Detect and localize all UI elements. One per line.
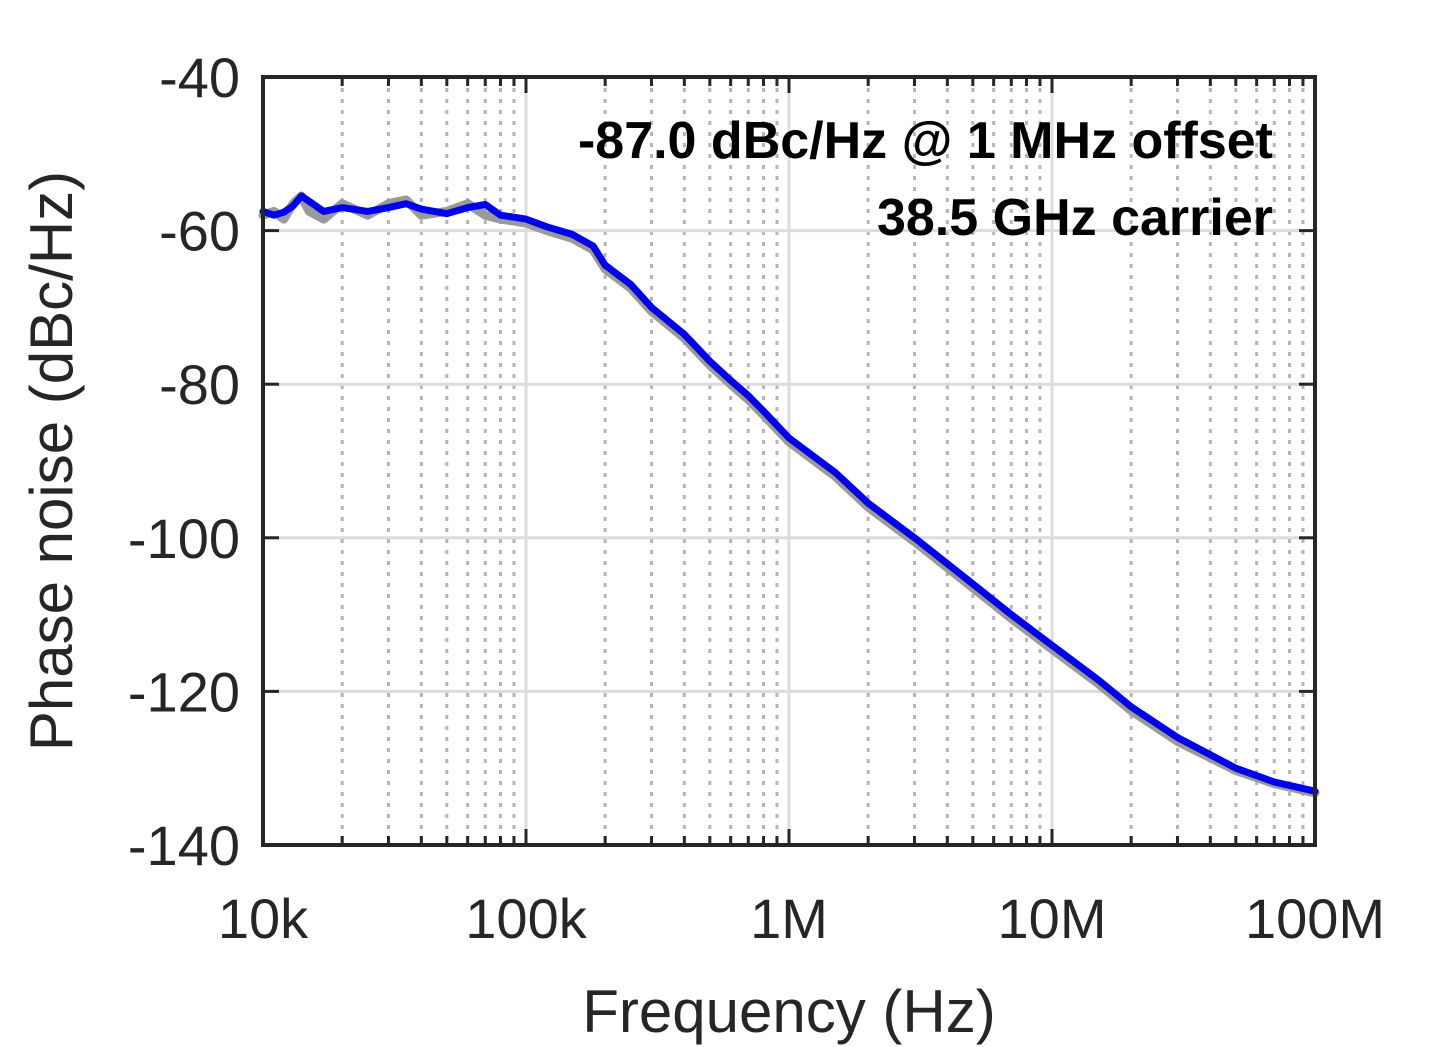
x-tick-label: 10k <box>218 887 309 950</box>
y-axis-title: Phase noise (dBc/Hz) <box>18 171 85 751</box>
tick-labels: 10k 100k 1M 10M 100M -40 -60 -80 -100 -120 -140 <box>128 46 1385 950</box>
y-tick-label: -40 <box>159 46 240 109</box>
annotation-phase-noise: -87.0 dBc/Hz @ 1 MHz offset <box>578 112 1273 170</box>
series-line-smoothed <box>259 192 1319 795</box>
annotation-carrier: 38.5 GHz carrier <box>877 189 1273 247</box>
data-series <box>258 191 1320 798</box>
y-tick-label: -120 <box>128 660 240 723</box>
x-tick-label: 100k <box>465 887 587 950</box>
ticks <box>261 75 1317 847</box>
y-tick-label: -100 <box>128 507 240 570</box>
x-tick-label: 1M <box>750 887 828 950</box>
x-tick-label: 100M <box>1245 887 1385 950</box>
y-tick-label: -60 <box>159 200 240 263</box>
grid <box>263 77 1315 845</box>
y-tick-label: -140 <box>128 814 240 877</box>
x-axis-title: Frequency (Hz) <box>582 978 995 1045</box>
y-tick-label: -80 <box>159 353 240 416</box>
x-tick-label: 10M <box>998 887 1107 950</box>
